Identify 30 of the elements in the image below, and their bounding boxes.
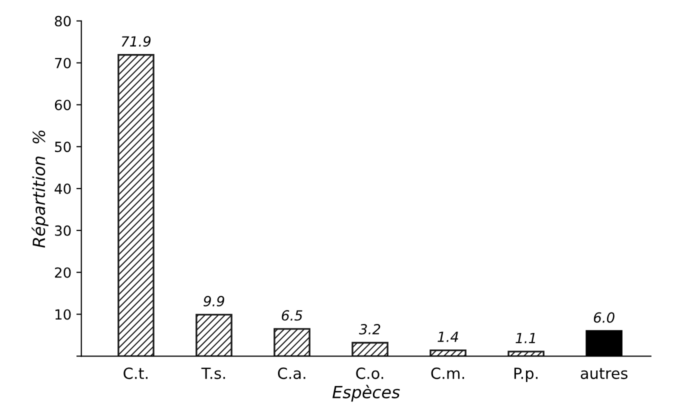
bar	[118, 54, 154, 356]
bar	[274, 328, 310, 356]
y-tick-label: 80	[54, 16, 71, 26]
y-tick-label: 70	[55, 58, 71, 68]
x-tick-label: T.s.	[201, 368, 225, 380]
bar	[352, 342, 388, 356]
y-tick-label: 30	[55, 225, 71, 236]
bar	[196, 314, 232, 356]
x-tick-label: C.o.	[356, 368, 384, 380]
data-label: 1.1	[516, 332, 535, 344]
y-tick-label: 10	[55, 309, 71, 320]
x-tick-label: C.m.	[431, 368, 464, 380]
data-label: 71.9	[122, 36, 151, 47]
y-tick-label: 50	[55, 142, 71, 152]
y-tick-label: 60	[54, 100, 71, 110]
data-label: 9.9	[204, 296, 224, 306]
x-tick-label: P.p.	[514, 368, 538, 382]
y-tick-label: 40	[54, 184, 71, 194]
data-label: 6.0	[594, 312, 614, 323]
x-tick-label: C.t.	[124, 368, 148, 380]
data-label: 6.5	[282, 310, 302, 321]
x-axis-title: Espèces	[332, 384, 400, 402]
bar	[508, 350, 544, 356]
bar	[430, 349, 466, 356]
y-tick-label: 20	[54, 267, 71, 278]
y-axis-title: Répartition %	[32, 130, 48, 248]
x-tick-label: C.a.	[278, 368, 306, 380]
data-label: 3.2	[359, 324, 380, 334]
x-tick-label: autres	[580, 368, 628, 380]
data-label: 1.4	[438, 332, 458, 342]
